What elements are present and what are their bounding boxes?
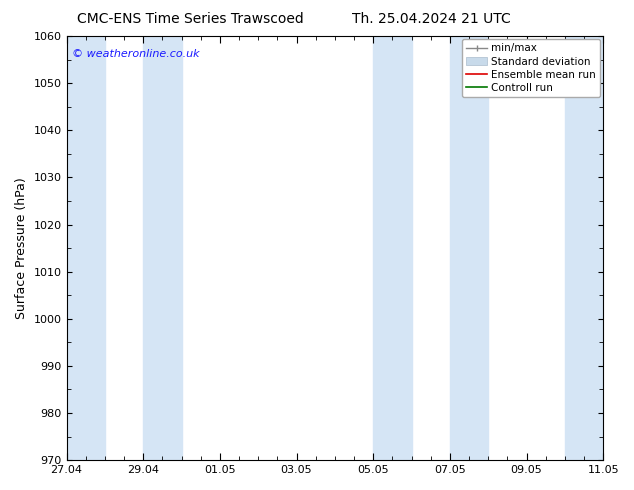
Bar <box>373 36 411 460</box>
Bar <box>143 36 181 460</box>
Bar <box>565 36 603 460</box>
Legend: min/max, Standard deviation, Ensemble mean run, Controll run: min/max, Standard deviation, Ensemble me… <box>462 39 600 97</box>
Text: © weatheronline.co.uk: © weatheronline.co.uk <box>72 49 200 59</box>
Text: CMC-ENS Time Series Trawscoed: CMC-ENS Time Series Trawscoed <box>77 12 304 26</box>
Bar <box>450 36 488 460</box>
Bar <box>67 36 105 460</box>
Y-axis label: Surface Pressure (hPa): Surface Pressure (hPa) <box>15 177 28 319</box>
Text: Th. 25.04.2024 21 UTC: Th. 25.04.2024 21 UTC <box>352 12 510 26</box>
